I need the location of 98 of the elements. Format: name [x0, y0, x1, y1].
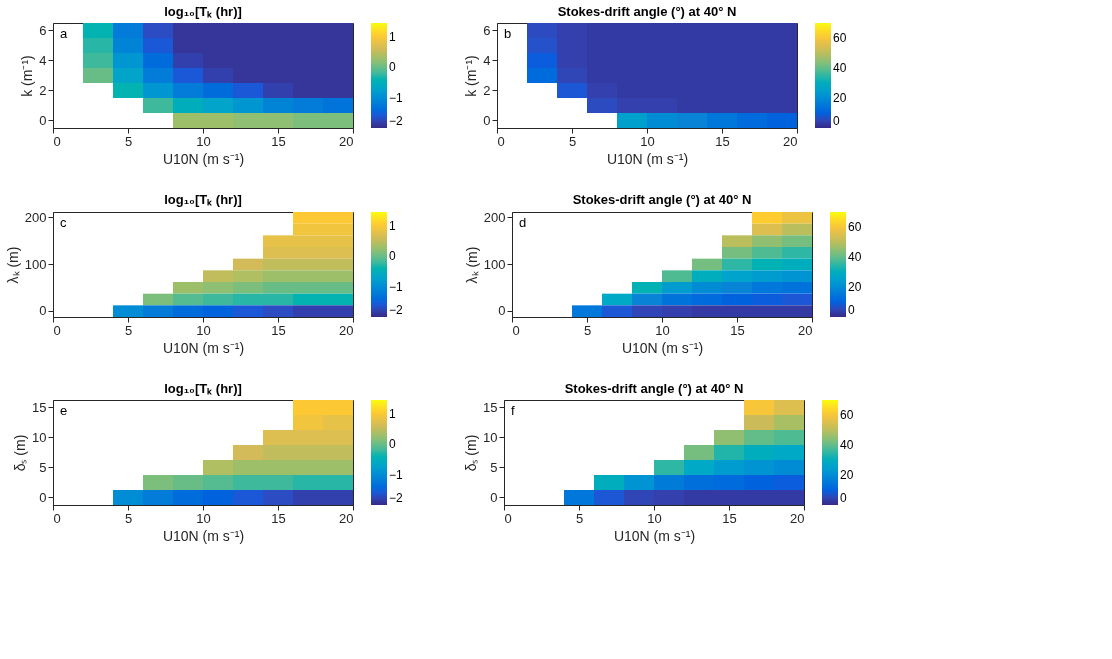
color-bar-label: 0	[833, 114, 840, 128]
color-bar-label: −1	[389, 279, 404, 294]
chart-title: log₁₀[Tₖ (hr)]	[164, 4, 242, 19]
x-tick-label: 10	[640, 133, 655, 149]
x-tick-label: 10	[196, 322, 211, 338]
x-tick-label: 5	[124, 510, 133, 526]
y-tick-label: 0	[483, 112, 491, 128]
y-tick-label: 0	[39, 303, 47, 319]
color-bar-label: 0	[389, 437, 396, 452]
y-tick-label: 200	[24, 209, 47, 225]
x-axis-title: U10N (m s⁻¹)	[162, 527, 245, 544]
x-tick-label: 10	[647, 510, 662, 526]
y-tick-label: 10	[483, 429, 498, 445]
color-bar-label: 40	[848, 250, 862, 264]
y-axis-title: δₛ (m)	[12, 434, 29, 472]
x-axis-title: U10N (m s⁻¹)	[606, 150, 689, 167]
x-axis-title: U10N (m s⁻¹)	[162, 339, 245, 356]
x-axis-title: U10N (m s⁻¹)	[621, 339, 704, 356]
x-tick-label: 15	[271, 510, 286, 526]
color-bar-label: 1	[389, 218, 396, 233]
color-bar-label: 20	[840, 468, 854, 482]
x-tick-label: 20	[339, 133, 354, 149]
y-tick-label: 4	[483, 52, 491, 68]
color-bar-label: 0	[389, 60, 396, 75]
y-tick-label: 0	[39, 112, 47, 128]
x-tick-label: 15	[722, 510, 737, 526]
color-bar-label: 60	[833, 31, 847, 45]
annotation: a	[60, 26, 68, 41]
annotation: e	[60, 403, 68, 418]
chart-title: Stokes-drift angle (°) at 40° N	[557, 4, 737, 19]
x-tick-label: 5	[583, 322, 592, 338]
color-bar-label: −1	[389, 90, 404, 105]
color-bar-label: 1	[389, 406, 396, 421]
y-tick-label: 2	[39, 82, 47, 98]
annotation: b	[504, 26, 512, 41]
y-axis-title: k (m⁻¹)	[19, 55, 36, 97]
x-tick-label: 0	[53, 510, 61, 526]
annotation: d	[519, 215, 527, 230]
y-tick-label: 15	[483, 399, 498, 415]
chart-title: Stokes-drift angle (°) at 40° N	[572, 192, 752, 208]
chart-title: log₁₀[Tₖ (hr)]	[164, 381, 242, 396]
color-bar-label: −2	[389, 114, 404, 128]
color-bar-label: −2	[389, 303, 404, 317]
color-bar-label: 0	[840, 491, 847, 505]
color-bar-label: −2	[389, 491, 404, 505]
y-tick-label: 0	[39, 489, 47, 505]
chart-title: log₁₀[Tₖ (hr)]	[164, 192, 242, 208]
y-axis-title: λₖ (m)	[463, 246, 480, 284]
x-tick-label: 15	[715, 133, 730, 149]
color-bar-label: 40	[833, 61, 847, 75]
x-tick-label: 5	[124, 133, 133, 149]
y-tick-label: 15	[32, 399, 47, 415]
x-axis-title: U10N (m s⁻¹)	[613, 527, 696, 544]
y-tick-label: 200	[483, 209, 506, 225]
x-tick-label: 20	[790, 510, 805, 526]
color-bar-label: 0	[848, 303, 855, 317]
y-tick-label: 6	[483, 22, 491, 38]
y-tick-label: 100	[24, 256, 47, 272]
x-tick-label: 15	[271, 322, 286, 338]
y-tick-label: 0	[490, 489, 498, 505]
y-tick-label: 5	[490, 459, 498, 475]
color-bar-label: 0	[389, 249, 396, 264]
x-tick-label: 10	[196, 133, 211, 149]
x-tick-label: 10	[196, 510, 211, 526]
x-tick-label: 20	[339, 322, 354, 338]
x-tick-label: 0	[53, 322, 61, 338]
color-bar-label: 1	[389, 29, 396, 44]
x-tick-label: 15	[730, 322, 745, 338]
color-bar-label: 20	[848, 280, 862, 294]
y-tick-label: 100	[483, 256, 506, 272]
x-tick-label: 0	[53, 133, 61, 149]
x-tick-label: 20	[798, 322, 813, 338]
x-axis-title: U10N (m s⁻¹)	[162, 150, 245, 167]
x-tick-label: 15	[271, 133, 286, 149]
color-bar-label: 60	[848, 220, 862, 234]
x-tick-label: 10	[655, 322, 670, 338]
color-bar-label: 40	[840, 438, 854, 452]
x-tick-label: 5	[124, 322, 133, 338]
y-tick-label: 10	[32, 429, 47, 445]
chart-title: Stokes-drift angle (°) at 40° N	[564, 381, 744, 396]
annotation: c	[60, 215, 67, 230]
color-bar-label: 20	[833, 91, 847, 105]
x-tick-label: 0	[512, 322, 520, 338]
x-tick-label: 20	[339, 510, 354, 526]
color-bar-label: 60	[840, 408, 854, 422]
y-axis-title: k (m⁻¹)	[463, 55, 480, 97]
y-tick-label: 6	[39, 22, 47, 38]
y-tick-label: 0	[498, 303, 506, 319]
y-tick-label: 4	[39, 52, 47, 68]
y-tick-label: 2	[483, 82, 491, 98]
color-bar-label: −1	[389, 467, 404, 482]
y-axis-title: δₛ (m)	[463, 434, 480, 472]
y-tick-label: 5	[39, 459, 47, 475]
x-tick-label: 20	[783, 133, 798, 149]
y-axis-title: λₖ (m)	[4, 246, 21, 284]
x-tick-label: 5	[575, 510, 584, 526]
x-tick-label: 5	[568, 133, 577, 149]
annotation: f	[511, 403, 515, 418]
